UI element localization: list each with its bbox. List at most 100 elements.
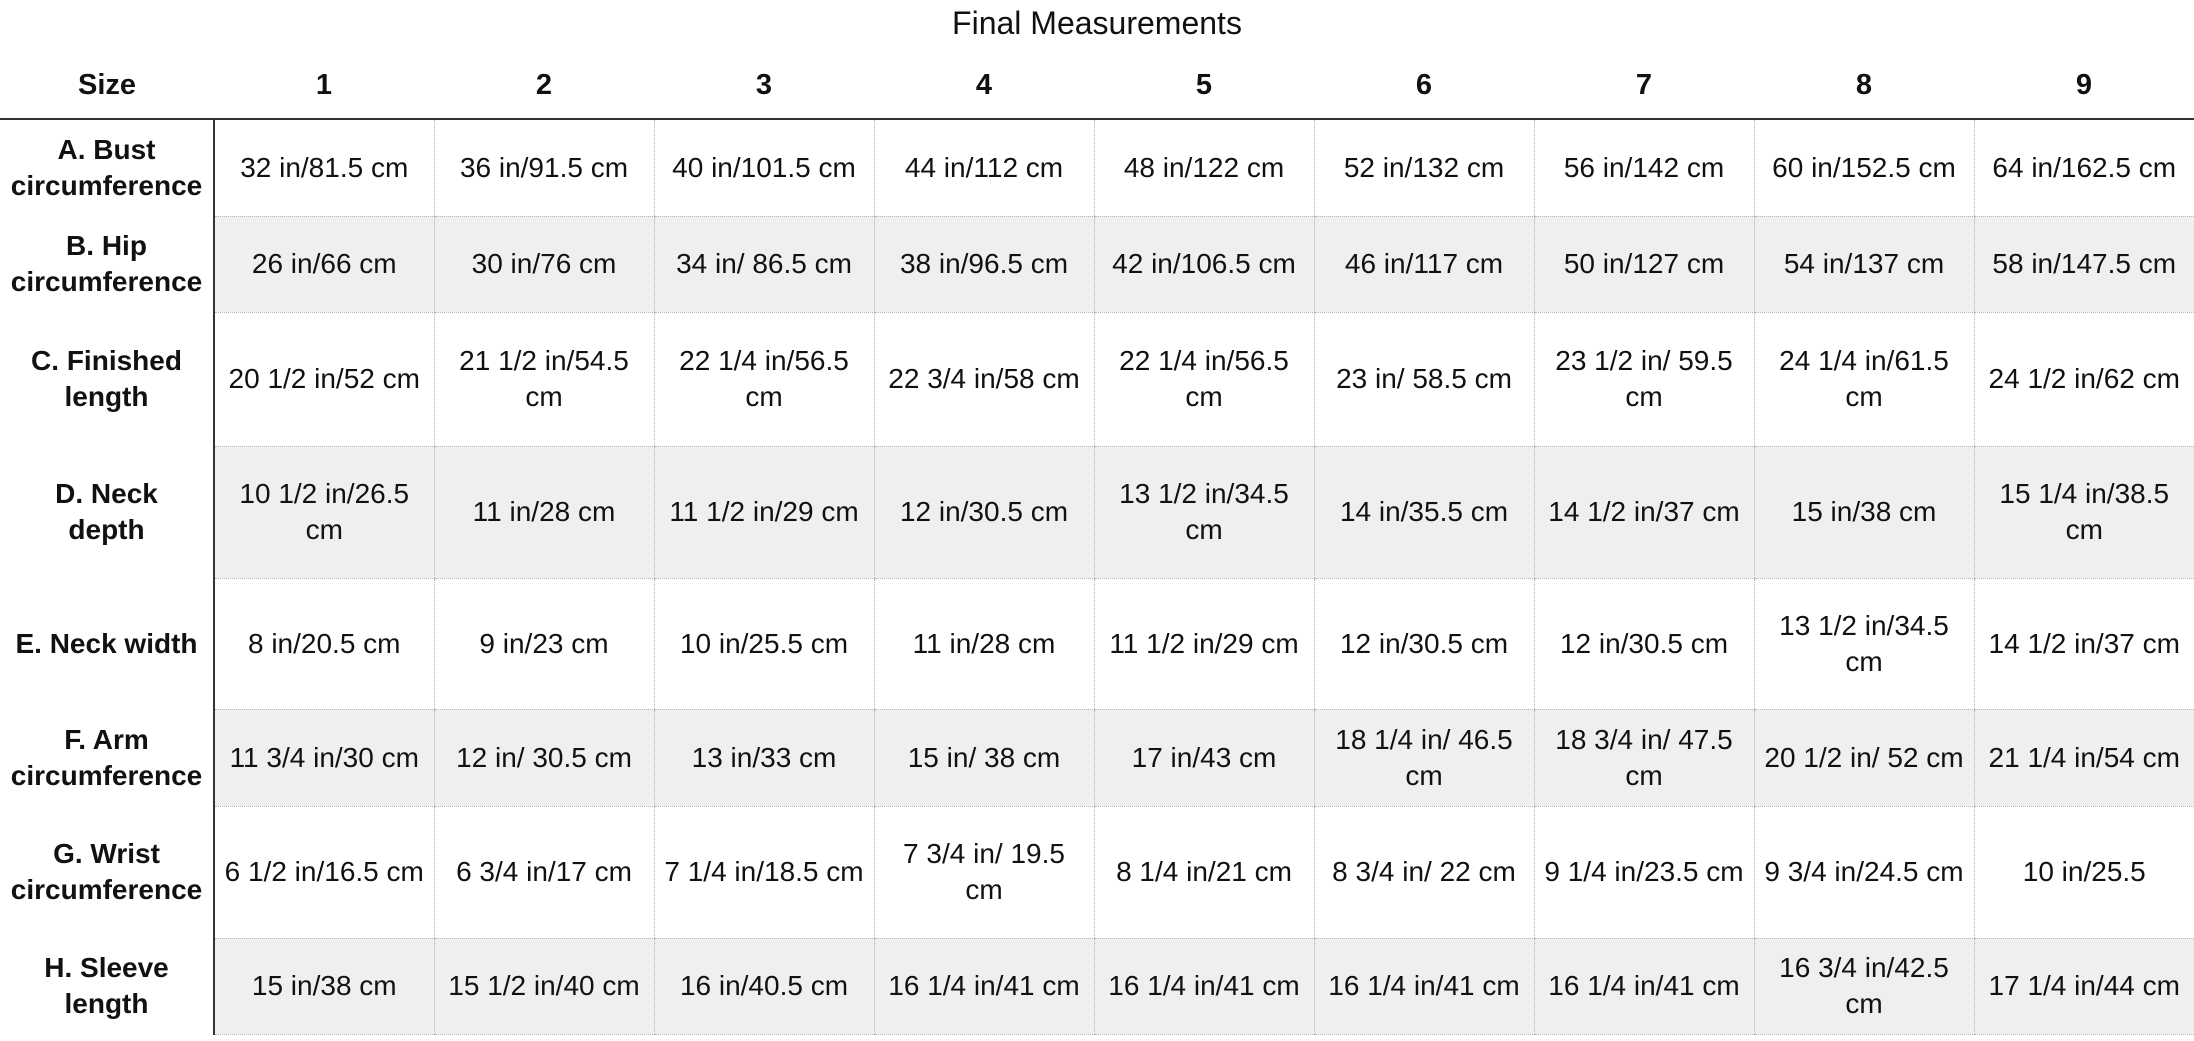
size-column-header: 3: [654, 52, 874, 120]
table-cell: 17 1/4 in/44 cm: [1973, 937, 2194, 1035]
table-cell: 22 1/4 in/56.5 cm: [653, 311, 874, 447]
table-cell: 48 in/122 cm: [1093, 118, 1314, 217]
size-column-header: 8: [1754, 52, 1974, 120]
table-cell: 8 1/4 in/21 cm: [1093, 805, 1314, 939]
table-cell: 16 in/40.5 cm: [653, 937, 874, 1035]
row-label-line: H. Sleeve: [44, 952, 169, 983]
table-cell: 64 in/162.5 cm: [1973, 118, 2194, 217]
size-column-header: 4: [874, 52, 1094, 120]
size-column-header: 6: [1314, 52, 1534, 120]
table-cell: 14 in/35.5 cm: [1313, 445, 1534, 579]
table-cell: 11 3/4 in/30 cm: [214, 708, 434, 807]
table-cell: 12 in/ 30.5 cm: [433, 708, 654, 807]
page-title: Final Measurements: [952, 5, 1242, 41]
table-cell: 16 1/4 in/41 cm: [1533, 937, 1754, 1035]
table-row: B. Hip circumference 26 in/66 cm 30 in/76…: [0, 215, 2194, 313]
table-cell: 24 1/4 in/61.5 cm: [1753, 311, 1974, 447]
table-cell: 42 in/106.5 cm: [1093, 215, 1314, 313]
table-cell: 38 in/96.5 cm: [873, 215, 1094, 313]
row-label-line: C. Finished: [31, 345, 182, 376]
table-cell: 14 1/2 in/37 cm: [1533, 445, 1754, 579]
row-label: B. Hip circumference: [0, 216, 215, 312]
table-cell: 6 1/2 in/16.5 cm: [214, 805, 434, 939]
row-label-line: circumference: [10, 874, 203, 905]
row-label: H. Sleeve length: [0, 938, 215, 1034]
table-cell: 10 in/25.5 cm: [653, 577, 874, 710]
table-cell: 12 in/30.5 cm: [1313, 577, 1534, 710]
table-cell: 32 in/81.5 cm: [214, 118, 434, 217]
table-row: H. Sleeve length 15 in/38 cm 15 1/2 in/40…: [0, 937, 2194, 1035]
row-label-line: length: [64, 988, 149, 1019]
table-cell: 11 1/2 in/29 cm: [653, 445, 874, 579]
table-cell: 40 in/101.5 cm: [653, 118, 874, 217]
table-cell: 23 1/2 in/ 59.5 cm: [1533, 311, 1754, 447]
size-column-header: 2: [434, 52, 654, 120]
table-cell: 16 3/4 in/42.5 cm: [1753, 937, 1974, 1035]
row-label-line: F. Arm: [64, 723, 149, 755]
size-column-header: 9: [1974, 52, 2194, 120]
row-label-line: G. Wrist: [53, 838, 160, 869]
table-cell: 15 1/4 in/38.5 cm: [1973, 445, 2194, 579]
row-label-line: circumference: [10, 759, 203, 791]
table-cell: 50 in/127 cm: [1533, 215, 1754, 313]
table-cell: 13 1/2 in/34.5 cm: [1753, 577, 1974, 710]
table-cell: 14 1/2 in/37 cm: [1973, 577, 2194, 710]
table-cell: 60 in/152.5 cm: [1753, 118, 1974, 217]
table-cell: 9 3/4 in/24.5 cm: [1753, 805, 1974, 939]
row-label-line: length: [64, 381, 149, 412]
table-cell: 16 1/4 in/41 cm: [873, 937, 1094, 1035]
table-cell: 46 in/117 cm: [1313, 215, 1534, 313]
row-label-line: circumference: [10, 266, 203, 297]
table-cell: 10 1/2 in/26.5 cm: [214, 445, 434, 579]
row-label-line: B. Hip: [66, 230, 147, 261]
table-cell: 15 in/38 cm: [214, 937, 434, 1035]
row-label: F. Arm circumference: [0, 709, 215, 806]
row-label: E. Neck width: [0, 578, 215, 709]
table-cell: 8 in/20.5 cm: [214, 577, 434, 710]
table-cell: 52 in/132 cm: [1313, 118, 1534, 217]
table-cell: 6 3/4 in/17 cm: [433, 805, 654, 939]
table-cell: 17 in/43 cm: [1093, 708, 1314, 807]
table-cell: 56 in/142 cm: [1533, 118, 1754, 217]
table-cell: 16 1/4 in/41 cm: [1313, 937, 1534, 1035]
table-cell: 15 1/2 in/40 cm: [433, 937, 654, 1035]
table-cell: 20 1/2 in/ 52 cm: [1753, 708, 1974, 807]
row-label-line: D. Neck: [55, 478, 158, 509]
table-cell: 11 in/28 cm: [873, 577, 1094, 710]
table-cell: 58 in/147.5 cm: [1973, 215, 2194, 313]
row-label-line: circumference: [10, 170, 203, 201]
measurements-table: Size 1 2 3 4 5 6 7 8 9 A. Bust circumfere…: [0, 52, 2194, 1035]
table-cell: 15 in/38 cm: [1753, 445, 1974, 579]
table-cell: 18 1/4 in/ 46.5 cm: [1313, 708, 1534, 807]
row-label-line: depth: [68, 514, 145, 545]
header-row: Size 1 2 3 4 5 6 7 8 9: [0, 52, 2194, 120]
table-cell: 11 in/28 cm: [433, 445, 654, 579]
row-label: A. Bust circumference: [0, 119, 215, 216]
table-cell: 13 in/33 cm: [653, 708, 874, 807]
table-row: G. Wrist circumference 6 1/2 in/16.5 cm 6…: [0, 805, 2194, 939]
table-cell: 7 3/4 in/ 19.5 cm: [873, 805, 1094, 939]
table-row: F. Arm circumference 11 3/4 in/30 cm 12 i…: [0, 708, 2194, 807]
table-cell: 26 in/66 cm: [214, 215, 434, 313]
table-cell: 8 3/4 in/ 22 cm: [1313, 805, 1534, 939]
table-cell: 12 in/30.5 cm: [1533, 577, 1754, 710]
size-header: Size: [0, 52, 214, 120]
table-cell: 54 in/137 cm: [1753, 215, 1974, 313]
size-column-header: 5: [1094, 52, 1314, 120]
table-cell: 18 3/4 in/ 47.5 cm: [1533, 708, 1754, 807]
row-label-line: E. Neck width: [15, 627, 198, 659]
table-cell: 10 in/25.5: [1973, 805, 2194, 939]
size-column-header: 1: [214, 52, 434, 120]
table-cell: 16 1/4 in/41 cm: [1093, 937, 1314, 1035]
table-cell: 9 in/23 cm: [433, 577, 654, 710]
table-cell: 12 in/30.5 cm: [873, 445, 1094, 579]
table-cell: 30 in/76 cm: [433, 215, 654, 313]
row-label: C. Finished length: [0, 312, 215, 446]
table-cell: 21 1/4 in/54 cm: [1973, 708, 2194, 807]
table-row: C. Finished length 20 1/2 in/52 cm 21 1/2…: [0, 311, 2194, 447]
table-cell: 9 1/4 in/23.5 cm: [1533, 805, 1754, 939]
table-row: D. Neck depth 10 1/2 in/26.5 cm 11 in/28 …: [0, 445, 2194, 579]
table-row: E. Neck width 8 in/20.5 cm 9 in/23 cm 10…: [0, 577, 2194, 710]
table-cell: 24 1/2 in/62 cm: [1973, 311, 2194, 447]
